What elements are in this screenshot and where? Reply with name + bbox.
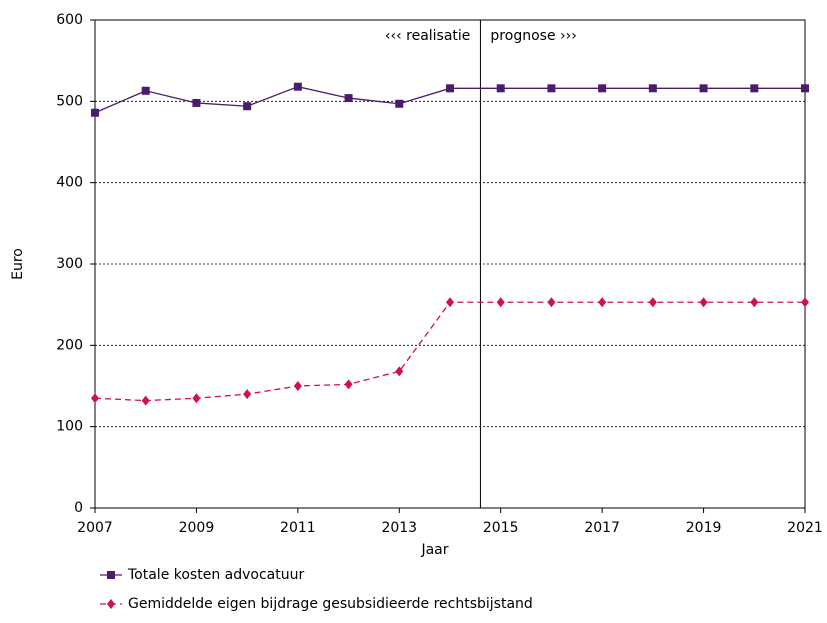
x-tick-label: 2011 — [280, 520, 316, 536]
data-point — [750, 84, 759, 93]
data-point — [496, 84, 505, 93]
data-point — [750, 297, 759, 308]
data-point — [496, 297, 505, 308]
data-point — [699, 297, 708, 308]
data-point — [446, 297, 454, 308]
data-point — [801, 84, 809, 93]
x-tick-label: 2009 — [179, 520, 215, 536]
data-point — [699, 84, 708, 93]
data-point — [648, 84, 657, 93]
data-point — [293, 381, 302, 391]
y-tick-label: 400 — [56, 175, 83, 191]
legend-marker — [107, 571, 115, 579]
y-axis-label: Euro — [10, 248, 26, 280]
data-point — [243, 389, 252, 400]
y-tick-label: 0 — [74, 500, 83, 516]
legend-marker — [107, 599, 115, 609]
x-tick-label: 2015 — [483, 520, 519, 536]
y-tick-label: 600 — [56, 12, 83, 28]
data-point — [547, 84, 556, 93]
data-point — [243, 102, 252, 111]
y-tick-label: 200 — [56, 337, 83, 353]
y-tick-label: 100 — [56, 419, 83, 435]
divider-right-label: prognose ››› — [490, 28, 576, 44]
x-axis-label: Jaar — [420, 542, 448, 558]
data-point — [801, 297, 809, 308]
data-point — [395, 366, 404, 377]
y-tick-label: 300 — [56, 256, 83, 272]
divider-left-label: ‹‹‹ realisatie — [385, 28, 471, 44]
series-line — [94, 301, 805, 402]
legend-label: Gemiddelde eigen bijdrage gesubsidieerde… — [128, 596, 533, 612]
data-point — [293, 82, 302, 91]
x-tick-label: 2013 — [381, 520, 417, 536]
data-point — [141, 86, 150, 95]
y-tick-label: 500 — [56, 93, 83, 109]
x-tick-label: 2021 — [787, 520, 823, 536]
data-point — [192, 393, 201, 404]
data-point — [91, 393, 99, 404]
data-point — [648, 297, 657, 308]
data-point — [344, 94, 353, 103]
x-tick-label: 2007 — [77, 520, 113, 536]
data-point — [598, 297, 607, 308]
data-point — [446, 84, 454, 93]
data-point — [344, 379, 353, 390]
plot-frame — [94, 19, 806, 509]
data-point — [547, 297, 556, 308]
data-point — [192, 98, 201, 107]
legend-label: Totale kosten advocatuur — [127, 567, 304, 583]
x-tick-label: 2019 — [686, 520, 722, 536]
data-point — [598, 84, 607, 93]
x-tick-label: 2017 — [584, 520, 620, 536]
data-point — [395, 99, 404, 108]
data-point — [91, 108, 99, 117]
data-point — [141, 395, 150, 406]
